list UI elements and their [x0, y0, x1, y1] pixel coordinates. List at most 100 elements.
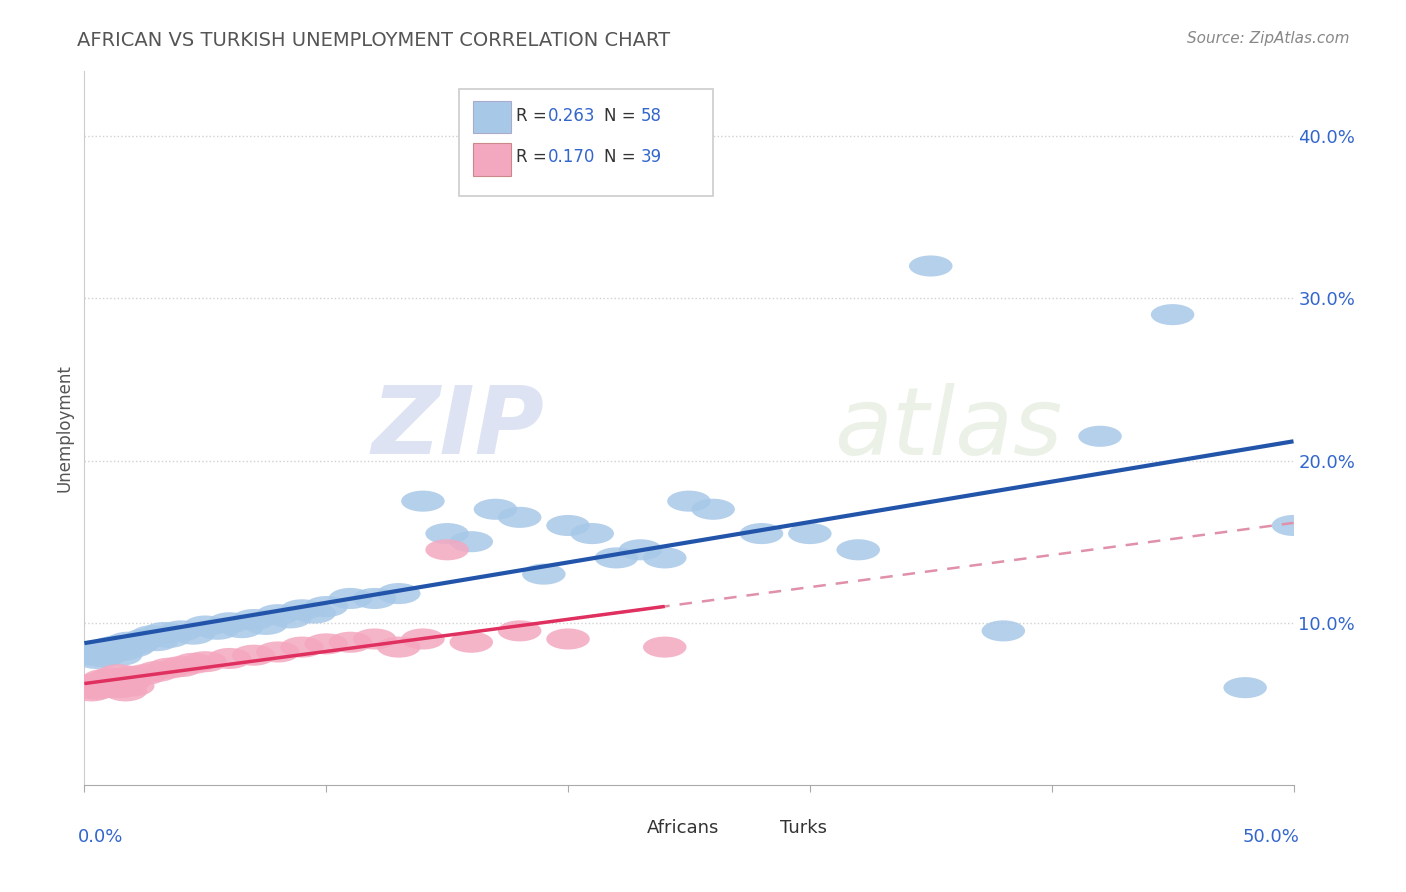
Ellipse shape	[280, 637, 323, 657]
Ellipse shape	[94, 638, 138, 659]
Ellipse shape	[131, 625, 174, 647]
Ellipse shape	[208, 612, 252, 633]
Ellipse shape	[1078, 425, 1122, 447]
Ellipse shape	[256, 641, 299, 663]
Ellipse shape	[89, 637, 132, 657]
Ellipse shape	[232, 609, 276, 630]
Ellipse shape	[108, 665, 152, 687]
Ellipse shape	[1272, 515, 1315, 536]
Text: 0.263: 0.263	[547, 107, 595, 125]
Ellipse shape	[474, 499, 517, 520]
Text: 0.170: 0.170	[547, 148, 595, 166]
Ellipse shape	[87, 643, 131, 665]
Ellipse shape	[105, 673, 149, 693]
Ellipse shape	[82, 647, 125, 667]
Ellipse shape	[305, 596, 347, 617]
Ellipse shape	[401, 629, 444, 649]
Ellipse shape	[105, 632, 149, 653]
Ellipse shape	[450, 632, 494, 653]
Ellipse shape	[305, 633, 347, 655]
Text: AFRICAN VS TURKISH UNEMPLOYMENT CORRELATION CHART: AFRICAN VS TURKISH UNEMPLOYMENT CORRELAT…	[77, 31, 671, 50]
Ellipse shape	[643, 548, 686, 568]
Text: 0.0%: 0.0%	[79, 828, 124, 846]
Ellipse shape	[70, 645, 114, 665]
Ellipse shape	[450, 531, 494, 552]
Ellipse shape	[67, 677, 111, 698]
Ellipse shape	[329, 588, 373, 609]
Text: 58: 58	[641, 107, 662, 125]
Ellipse shape	[426, 523, 468, 544]
Ellipse shape	[789, 523, 831, 544]
Ellipse shape	[692, 499, 735, 520]
Ellipse shape	[89, 667, 132, 689]
Ellipse shape	[91, 677, 135, 698]
Text: N =: N =	[605, 107, 641, 125]
Text: ZIP: ZIP	[371, 382, 544, 475]
Ellipse shape	[668, 491, 710, 512]
Ellipse shape	[124, 629, 166, 649]
FancyBboxPatch shape	[607, 814, 643, 844]
Text: R =: R =	[516, 148, 553, 166]
Y-axis label: Unemployment: Unemployment	[55, 364, 73, 492]
Ellipse shape	[84, 673, 128, 695]
Ellipse shape	[98, 645, 142, 665]
Ellipse shape	[82, 669, 125, 690]
Ellipse shape	[104, 681, 148, 701]
Text: Africans: Africans	[647, 820, 718, 838]
Ellipse shape	[172, 624, 215, 645]
Ellipse shape	[1223, 677, 1267, 698]
Ellipse shape	[377, 637, 420, 657]
Ellipse shape	[292, 602, 336, 624]
Ellipse shape	[353, 588, 396, 609]
Ellipse shape	[148, 627, 191, 648]
Ellipse shape	[837, 540, 880, 560]
FancyBboxPatch shape	[472, 101, 512, 134]
Ellipse shape	[256, 604, 299, 625]
Ellipse shape	[184, 651, 226, 673]
Ellipse shape	[91, 641, 135, 663]
Ellipse shape	[245, 614, 287, 635]
Ellipse shape	[280, 599, 323, 620]
Ellipse shape	[80, 641, 124, 663]
Ellipse shape	[75, 679, 118, 700]
Ellipse shape	[426, 540, 468, 560]
Ellipse shape	[80, 675, 124, 697]
FancyBboxPatch shape	[741, 814, 776, 844]
Ellipse shape	[98, 677, 142, 698]
FancyBboxPatch shape	[472, 144, 512, 177]
Ellipse shape	[84, 640, 128, 661]
Ellipse shape	[522, 564, 565, 584]
Text: 50.0%: 50.0%	[1243, 828, 1299, 846]
Ellipse shape	[135, 630, 179, 651]
Ellipse shape	[269, 607, 312, 629]
Ellipse shape	[740, 523, 783, 544]
Ellipse shape	[94, 673, 138, 693]
Text: Source: ZipAtlas.com: Source: ZipAtlas.com	[1187, 31, 1350, 46]
Ellipse shape	[184, 615, 226, 637]
Ellipse shape	[547, 515, 589, 536]
Ellipse shape	[619, 540, 662, 560]
Text: N =: N =	[605, 148, 641, 166]
Ellipse shape	[72, 673, 115, 695]
Ellipse shape	[97, 635, 141, 656]
Ellipse shape	[159, 620, 202, 641]
Ellipse shape	[77, 673, 121, 693]
Ellipse shape	[208, 648, 252, 669]
Ellipse shape	[124, 665, 166, 685]
Ellipse shape	[643, 637, 686, 657]
Ellipse shape	[1152, 304, 1194, 326]
Ellipse shape	[232, 645, 276, 665]
Text: R =: R =	[516, 107, 553, 125]
Ellipse shape	[195, 619, 239, 640]
Ellipse shape	[547, 629, 589, 649]
Ellipse shape	[219, 617, 263, 638]
Ellipse shape	[571, 523, 614, 544]
Ellipse shape	[981, 620, 1025, 641]
Ellipse shape	[377, 583, 420, 604]
Ellipse shape	[910, 255, 952, 277]
FancyBboxPatch shape	[460, 89, 713, 196]
Ellipse shape	[111, 637, 155, 657]
Ellipse shape	[101, 640, 145, 661]
Ellipse shape	[148, 657, 191, 679]
Ellipse shape	[101, 669, 145, 690]
